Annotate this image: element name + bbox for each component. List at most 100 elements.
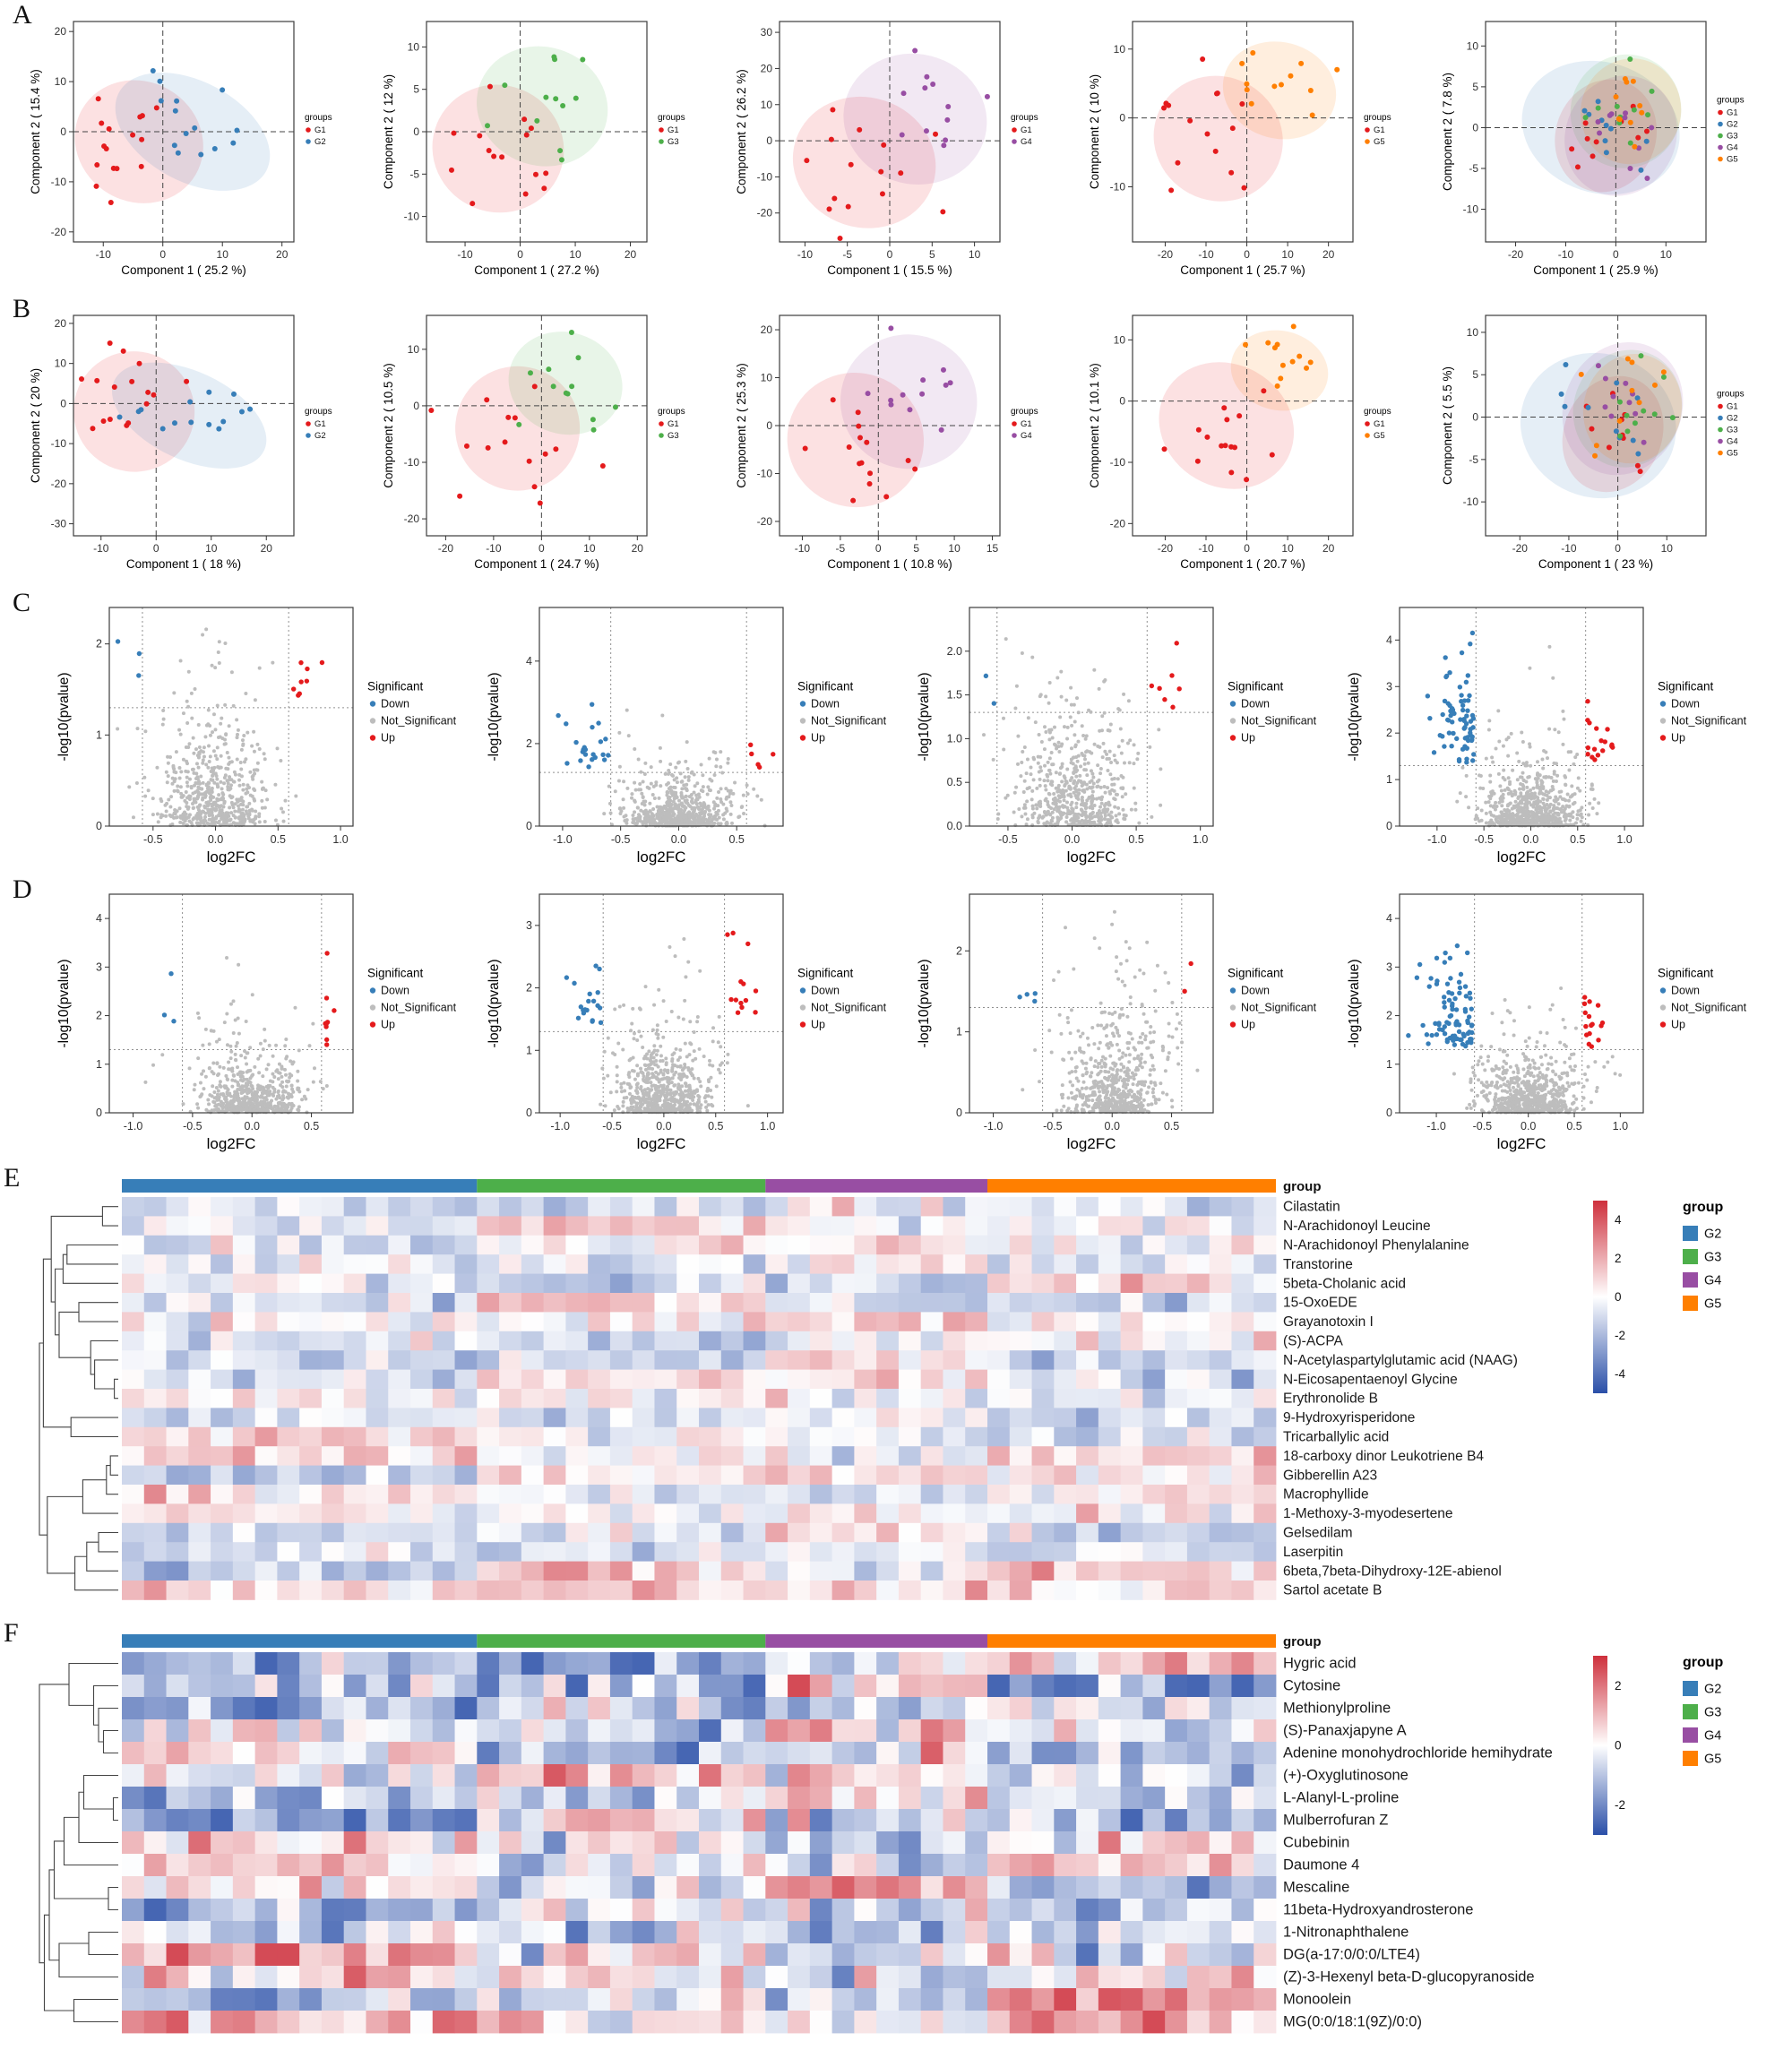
svg-text:0: 0 [875,542,882,555]
svg-text:0: 0 [1386,820,1392,832]
svg-text:0.0: 0.0 [947,820,962,832]
svg-text:0: 0 [60,397,66,409]
threshold-lines [109,894,353,1113]
svg-text:G1: G1 [1727,402,1738,412]
svg-text:1.0: 1.0 [760,1120,775,1133]
svg-text:20: 20 [632,542,644,555]
points-down [1017,991,1038,1004]
svg-text:10: 10 [408,40,420,53]
svg-text:1: 1 [1386,773,1392,786]
points-g1 [1161,388,1275,483]
svg-text:10: 10 [1281,248,1294,261]
confidence-ellipse-g1 [74,80,203,203]
svg-text:Component 2 ( 25.3 %): Component 2 ( 25.3 %) [735,363,748,488]
svg-text:0.0: 0.0 [671,833,686,846]
points-g2 [116,389,254,432]
svg-text:-5: -5 [1469,453,1478,466]
svg-text:-log10(pvalue): -log10(pvalue) [487,672,502,761]
points-g4 [1595,110,1655,181]
points-g3 [1616,353,1676,439]
svg-text:Up: Up [381,732,395,745]
column-annotation-bar [122,1634,1276,1648]
svg-text:0: 0 [1615,542,1621,555]
svg-text:4: 4 [1386,633,1392,646]
svg-text:-10: -10 [795,542,811,555]
svg-text:2: 2 [526,982,532,995]
volcano-plot-svg-c1: -0.5 0.0 0.5 1.0 0 1 2 log2FC -log10(pvalue) Sign… [56,607,457,866]
dendrogram [39,1662,118,2023]
svg-text:Component 2 ( 15.4 %): Component 2 ( 15.4 %) [29,69,42,194]
svg-text:groups: groups [305,407,332,417]
svg-text:2.0: 2.0 [947,645,962,658]
svg-text:10: 10 [569,248,582,261]
volcano-plot-svg-d1: -1.0 -0.5 0.0 0.5 0 1 2 3 4 log2FC -log10(pvalue) S… [56,893,457,1152]
points-g2 [1581,99,1650,173]
threshold-lines [1400,894,1643,1113]
score-plot-svg-a4: -20 -10 0 10 20 -10 0 10 Component 1 ( 25.7 %) Co… [1088,21,1391,277]
svg-text:Significant: Significant [797,967,854,980]
svg-text:0: 0 [887,248,893,261]
volcano-plot-d2: -1.0 -0.5 0.0 0.5 1.0 0 1 2 3 log2FC -log10(pvalue… [480,885,910,1158]
points-not-significant [982,637,1163,828]
annotation-segment-g4 [765,1179,987,1193]
svg-text:-0.5: -0.5 [611,833,631,846]
points-up [1585,699,1615,762]
axes: -1.0 -0.5 0.0 0.5 0 1 2 3 4 [96,912,319,1133]
points-g1 [448,83,549,207]
axes: -1.0 -0.5 0.0 0.5 1.0 0 1 2 3 4 [1386,633,1633,846]
svg-text:-30: -30 [51,518,67,530]
dendrogram [39,1206,118,1591]
confidence-ellipse-g3 [1572,349,1683,468]
svg-text:0: 0 [159,248,166,261]
svg-text:Component 1 ( 15.5 %): Component 1 ( 15.5 %) [827,263,952,277]
axes: -10 0 10 20 -30 -20 -10 0 10 20 [51,317,273,555]
svg-text:-1.0: -1.0 [550,1120,570,1133]
plot-area [426,22,647,242]
plot-area [780,315,1000,536]
svg-text:4: 4 [526,655,532,668]
svg-text:-10: -10 [51,176,67,188]
svg-text:-log10(pvalue): -log10(pvalue) [917,672,932,761]
axes: -10 -5 0 5 10 -20 -10 0 10 20 30 [757,26,981,261]
volcano-plot-svg-d2: -1.0 -0.5 0.0 0.5 1.0 0 1 2 3 log2FC -log10(pvalue… [487,893,887,1152]
points-down [564,963,604,1026]
svg-text:0.5: 0.5 [708,1120,723,1133]
svg-text:Up: Up [811,732,825,745]
confidence-ellipse-g5 [1582,353,1683,464]
axes: -1.0 -0.5 0.0 0.5 1.0 0 1 2 3 [526,919,775,1133]
svg-text:-0.5: -0.5 [143,833,163,846]
svg-text:G2: G2 [1727,414,1738,424]
svg-text:Component 2 ( 10.1 %): Component 2 ( 10.1 %) [1088,363,1101,488]
svg-text:log2FC: log2FC [1497,848,1546,866]
svg-text:G1: G1 [1374,125,1385,135]
svg-text:-10: -10 [486,542,502,555]
annotation-segment-g5 [987,1634,1276,1648]
volcano-plot-c2: -1.0 -0.5 0.0 0.5 0 2 4 log2FC -log10(pvalue) Sig… [480,599,910,871]
panel-border [969,607,1214,827]
legend: groups G1 G2 G3 G4 G5 [1717,390,1745,459]
points-up [748,742,776,770]
confidence-ellipse-g5 [1580,58,1682,165]
svg-text:1: 1 [96,1058,102,1071]
svg-text:groups: groups [1364,407,1391,417]
svg-text:G1: G1 [1021,125,1032,135]
plot-area [73,22,294,242]
confidence-ellipse-g1 [1153,75,1283,202]
svg-text:Component 1 ( 25.2 %): Component 1 ( 25.2 %) [121,263,246,277]
svg-text:Down: Down [811,698,840,711]
svg-text:0: 0 [538,542,545,555]
annotation-segment-g2 [122,1179,478,1193]
svg-text:0.5: 0.5 [304,1120,319,1133]
confidence-ellipse-g1 [792,96,936,228]
svg-text:-log10(pvalue): -log10(pvalue) [487,959,502,1047]
svg-text:G3: G3 [668,137,679,147]
svg-text:-1.0: -1.0 [1427,833,1447,846]
legend: groups G1 G4 [1011,407,1038,441]
points-g1 [79,340,190,432]
svg-text:-10: -10 [404,211,420,223]
svg-text:3: 3 [96,960,102,973]
